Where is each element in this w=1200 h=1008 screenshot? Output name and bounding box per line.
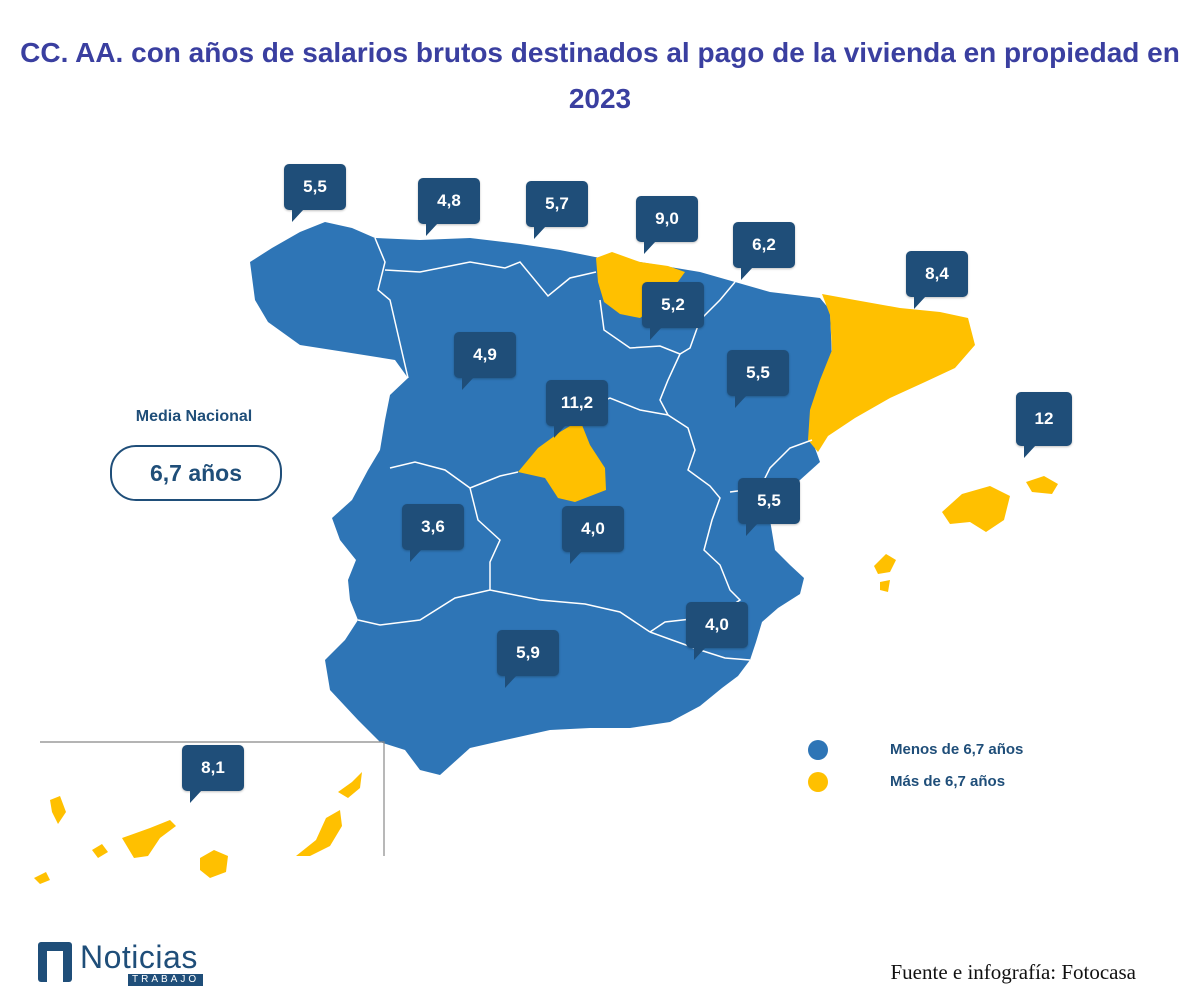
mallorca-shape	[942, 486, 1010, 532]
logo-subtitle: TRABAJO	[128, 974, 204, 986]
media-nacional-label: Media Nacional	[135, 408, 253, 425]
legend-label-below: Menos de 6,7 años	[890, 741, 1024, 758]
media-nacional-value: 6,7 años	[110, 445, 282, 501]
tenerife-shape	[122, 820, 176, 858]
source-credit: Fuente e infografía: Fotocasa	[890, 960, 1137, 984]
logo-n-mark-icon	[38, 942, 72, 982]
callout-madrid: 11,2	[546, 380, 608, 438]
map-title: CC. AA. con años de salarios brutos dest…	[20, 37, 1180, 114]
callout-andalucia: 5,9	[497, 630, 559, 688]
brand-logo: Noticias TRABAJO	[38, 940, 218, 988]
canarias-islands	[34, 772, 362, 884]
callout-pais-vasco: 9,0	[636, 196, 698, 254]
callout-cataluna: 8,4	[906, 251, 968, 309]
callout-la-rioja: 5,2	[642, 282, 704, 340]
canarias-frame	[40, 741, 385, 856]
callout-aragon: 5,5	[727, 350, 789, 408]
el-hierro-shape	[34, 872, 50, 884]
cataluna-shape	[808, 294, 975, 452]
callout-cantabria: 5,7	[526, 181, 588, 239]
lanzarote-shape	[338, 772, 362, 798]
callout-canarias: 8,1	[182, 745, 244, 803]
logo-name: Noticias	[80, 939, 198, 975]
formentera-shape	[880, 580, 890, 592]
pais-vasco-shape	[596, 252, 685, 318]
ibiza-shape	[874, 554, 896, 574]
callout-valencia: 5,5	[738, 478, 800, 536]
fuerteventura-shape	[296, 810, 342, 856]
callout-navarra: 6,2	[733, 222, 795, 280]
legend-yellow-dot	[808, 772, 828, 792]
legend-label-above: Más de 6,7 años	[890, 773, 1006, 790]
gran-canaria-shape	[200, 850, 228, 878]
legend-blue-dot	[808, 740, 828, 760]
madrid-shape	[518, 420, 606, 502]
callout-asturias: 4,8	[418, 178, 480, 236]
callout-castilla-la-mancha: 4,0	[562, 506, 624, 564]
menorca-shape	[1026, 476, 1058, 494]
callout-extremadura: 3,6	[402, 504, 464, 562]
callout-castilla-leon: 4,9	[454, 332, 516, 390]
callout-galicia: 5,5	[284, 164, 346, 222]
callout-murcia: 4,0	[686, 602, 748, 660]
callout-baleares: 12	[1016, 392, 1072, 458]
la-gomera-shape	[92, 844, 108, 858]
la-palma-shape	[50, 796, 66, 824]
